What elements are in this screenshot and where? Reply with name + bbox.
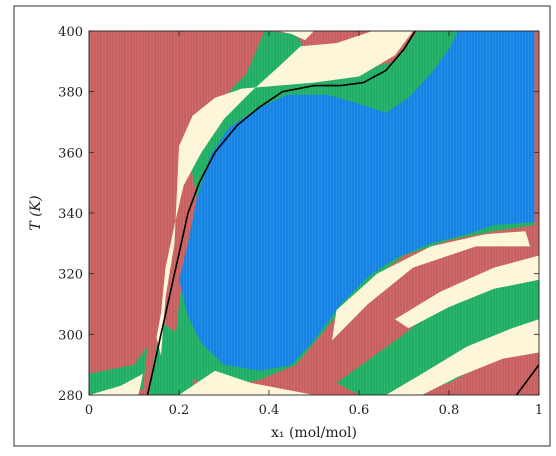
y-axis-label: T (K) (28, 195, 44, 230)
boundary-curve-0 (146, 31, 416, 395)
y-tick-label: 400 (58, 25, 83, 40)
y-tick-label: 380 (58, 86, 83, 101)
x-tick-label: 0.6 (349, 403, 370, 418)
y-tick-label: 360 (58, 146, 83, 161)
x-tick-label: 1 (535, 403, 543, 418)
y-tick-label: 280 (58, 389, 83, 404)
plot-area (89, 31, 539, 395)
y-tick-label: 340 (58, 207, 83, 222)
x-tick-label: 0.8 (439, 403, 460, 418)
x-tick-label: 0.2 (169, 403, 190, 418)
y-tick-label: 320 (58, 268, 83, 283)
x-tick-label: 0.4 (259, 403, 280, 418)
boundary-curve-1 (515, 364, 539, 395)
grid-texture (89, 31, 539, 395)
x-tick-label: 0 (85, 403, 93, 418)
x-axis-label: x₁ (mol/mol) (271, 425, 357, 441)
y-axis: 280 300 320 340 360 380 400 (58, 25, 539, 404)
x-axis: 0 0.2 0.4 0.6 0.8 1 (85, 31, 543, 418)
y-tick-label: 300 (58, 328, 83, 343)
